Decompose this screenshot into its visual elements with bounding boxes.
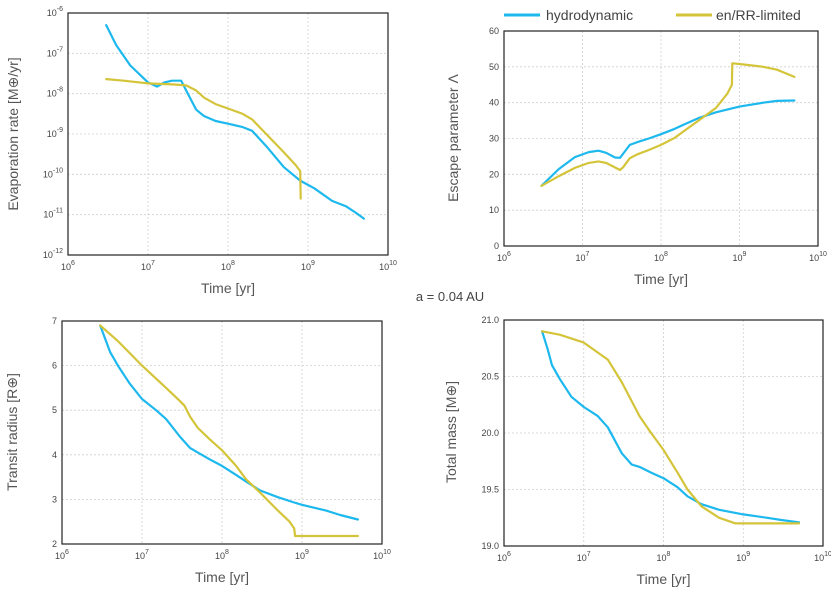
plot-frame <box>503 30 819 247</box>
y-tick-label: 20.0 <box>481 428 499 438</box>
y-tick-label: 10-10 <box>43 167 63 179</box>
y-tick-label: 20.5 <box>481 372 499 382</box>
x-axis-label: Time [yr] <box>637 571 691 587</box>
x-axis-label: Time [yr] <box>195 569 249 585</box>
y-axis-label: Total mass [M⊕] <box>443 381 459 483</box>
x-tick-label: 108 <box>657 551 671 563</box>
y-tick-label: 19.0 <box>481 541 499 551</box>
y-tick-label: 10-12 <box>43 248 63 260</box>
y-tick-label: 30 <box>489 134 499 144</box>
plot-frame <box>67 12 389 256</box>
figure-center-label: a = 0.04 AU <box>416 289 484 304</box>
x-tick-label: 107 <box>135 549 149 561</box>
y-tick-label: 6 <box>52 361 57 371</box>
y-tick-label: 21.0 <box>481 315 499 325</box>
y-tick-label: 4 <box>52 450 57 460</box>
y-tick-label: 50 <box>489 62 499 72</box>
legend-label-hydrodynamic: hydrodynamic <box>546 7 633 23</box>
plot-frame <box>503 319 824 547</box>
y-tick-label: 7 <box>52 316 57 326</box>
chart-mass: 106 107 108 109 1010 19.0 19.5 20.0 20.5 21.0 Time… <box>443 315 831 587</box>
plot-frame <box>61 320 383 545</box>
x-tick-label: 109 <box>733 251 747 263</box>
x-tick-label: 107 <box>576 251 590 263</box>
plots-group: 106 107 108 109 101010-1210-1110-1010-910-81… <box>4 6 831 587</box>
x-tick-label: 107 <box>577 551 591 563</box>
x-tick-label: 109 <box>736 551 750 563</box>
y-tick-label: 3 <box>52 494 57 504</box>
y-tick-label: 10-11 <box>43 208 63 220</box>
legend-label-en-rr-limited: en/RR-limited <box>716 7 801 23</box>
x-tick-label: 107 <box>141 260 155 272</box>
y-tick-label: 2 <box>52 539 57 549</box>
x-tick-label: 106 <box>61 260 75 272</box>
y-axis-label: Escape parameter Λ <box>445 74 461 202</box>
series-line-en-rr-limited <box>541 330 801 525</box>
y-tick-label: 19.5 <box>481 485 499 495</box>
x-tick-label: 108 <box>215 549 229 561</box>
y-tick-label: 10-9 <box>47 127 63 139</box>
y-tick-label: 10-7 <box>47 46 63 58</box>
legend: hydrodynamic en/RR-limited <box>504 7 801 23</box>
chart-escape: 106 107 108 109 1010 0 10 20 30 40 50 60 Time [yr] Es… <box>445 26 827 287</box>
chart-radius: 106 107 108 109 1010 2 3 4 5 6 7 Time [yr] Transit r… <box>4 316 391 585</box>
series-line-hydrodynamic <box>99 324 359 521</box>
y-tick-label: 40 <box>489 98 499 108</box>
x-tick-label: 106 <box>497 551 511 563</box>
y-axis-label: Transit radius [R⊕] <box>4 373 20 491</box>
series-line-hydrodynamic <box>540 99 796 187</box>
x-axis-label: Time [yr] <box>634 271 688 287</box>
x-tick-label: 1010 <box>814 551 831 563</box>
y-axis-label: Evaporation rate [M⊕/yr] <box>5 57 21 210</box>
x-tick-label: 106 <box>497 251 511 263</box>
x-tick-label: 108 <box>221 260 235 272</box>
x-tick-label: 1010 <box>373 549 391 561</box>
chart-evap: 106 107 108 109 1010 10-12 10-11 10-10 10-9 10-8 1… <box>5 6 397 296</box>
x-tick-label: 1010 <box>379 260 397 272</box>
series-line-hydrodynamic <box>105 24 365 220</box>
series-line-en-rr-limited <box>540 62 796 187</box>
series-line-hydrodynamic <box>541 330 801 524</box>
y-tick-label: 5 <box>52 405 57 415</box>
x-tick-label: 106 <box>55 549 69 561</box>
x-axis-label: Time [yr] <box>201 280 255 296</box>
y-tick-label: 10-6 <box>47 6 63 18</box>
series-line-en-rr-limited <box>105 78 302 200</box>
y-tick-label: 60 <box>489 26 499 36</box>
y-tick-label: 20 <box>489 169 499 179</box>
x-tick-label: 109 <box>301 260 315 272</box>
x-tick-label: 1010 <box>809 251 827 263</box>
x-tick-label: 108 <box>654 251 668 263</box>
y-tick-label: 10-8 <box>47 87 63 99</box>
series-line-en-rr-limited <box>99 324 359 538</box>
x-tick-label: 109 <box>295 549 309 561</box>
y-tick-label: 0 <box>494 241 499 251</box>
y-tick-label: 10 <box>489 205 499 215</box>
